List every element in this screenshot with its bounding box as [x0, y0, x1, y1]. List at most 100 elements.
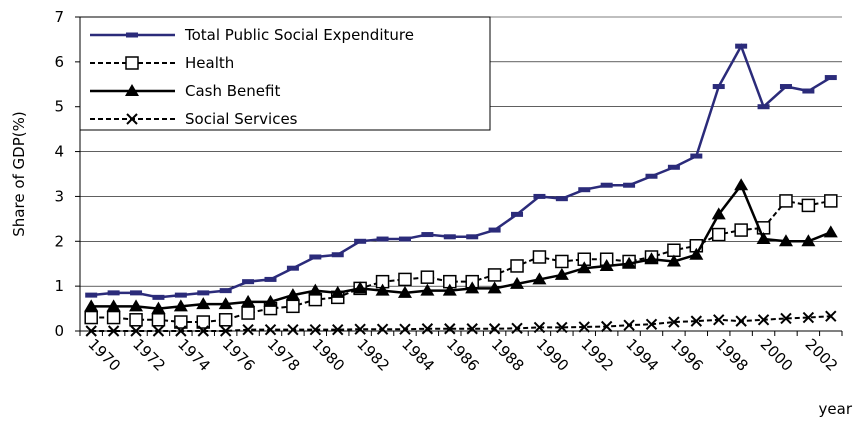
marker — [510, 259, 524, 273]
marker — [129, 313, 143, 327]
x-tick-label: 1988 — [488, 335, 528, 375]
marker — [354, 238, 367, 244]
x-tick-label: 1984 — [398, 335, 438, 375]
marker — [577, 261, 592, 274]
marker — [151, 313, 166, 327]
marker — [599, 258, 614, 271]
marker — [443, 234, 456, 240]
marker — [511, 322, 523, 335]
marker — [779, 84, 792, 90]
x-tick-label: 2002 — [802, 335, 842, 375]
marker — [241, 306, 255, 320]
marker — [106, 299, 121, 312]
marker — [779, 194, 793, 208]
marker — [330, 285, 345, 298]
x-tick-label: 1972 — [129, 335, 169, 375]
legend-label: Total Public Social Expenditure — [184, 26, 414, 44]
marker — [444, 323, 456, 335]
legend-label: Cash Benefit — [185, 82, 280, 100]
x-tick-label: 1996 — [667, 335, 707, 375]
marker — [510, 276, 525, 289]
marker — [242, 323, 254, 336]
marker — [398, 272, 412, 287]
series-line — [91, 199, 831, 324]
marker — [106, 310, 121, 325]
marker — [242, 279, 255, 285]
marker — [667, 164, 680, 170]
marker — [309, 254, 322, 260]
marker — [196, 297, 211, 310]
series-line — [91, 43, 832, 299]
marker — [532, 272, 547, 285]
marker — [126, 113, 138, 125]
marker — [354, 323, 366, 335]
x-tick-label: 1976 — [219, 335, 259, 375]
y-tick-label: 0 — [54, 322, 64, 340]
marker — [241, 294, 256, 307]
x-tick-label: 1992 — [577, 335, 617, 375]
marker — [376, 236, 389, 242]
marker — [600, 320, 613, 333]
marker — [734, 178, 749, 191]
marker — [644, 252, 659, 265]
marker — [107, 325, 120, 337]
marker — [264, 323, 277, 336]
marker — [532, 250, 547, 264]
marker — [802, 311, 815, 324]
marker — [735, 315, 747, 327]
marker — [218, 313, 233, 327]
marker — [801, 234, 816, 247]
marker — [645, 173, 658, 179]
x-tick-label: 1982 — [353, 335, 393, 375]
marker — [555, 196, 568, 202]
x-tick-label: 1986 — [443, 335, 483, 375]
marker — [174, 292, 187, 298]
marker — [287, 323, 299, 336]
marker — [125, 84, 139, 96]
x-tick-label: 1970 — [84, 335, 124, 375]
marker — [218, 297, 233, 310]
marker — [801, 198, 816, 213]
marker — [488, 323, 501, 335]
marker — [778, 234, 793, 247]
marker — [152, 294, 165, 300]
marker — [578, 321, 590, 333]
marker — [711, 207, 726, 220]
marker — [125, 56, 139, 70]
marker — [309, 323, 322, 336]
marker — [84, 310, 98, 325]
marker — [85, 325, 97, 337]
legend-label: Social Services — [185, 110, 298, 128]
marker — [130, 290, 143, 296]
marker — [421, 232, 434, 238]
y-tick-label: 3 — [54, 187, 64, 205]
series-line — [91, 182, 832, 310]
marker — [308, 283, 323, 296]
marker — [126, 32, 138, 38]
marker — [442, 283, 457, 296]
marker — [85, 292, 98, 298]
marker — [264, 276, 277, 282]
y-tick-label: 4 — [54, 143, 64, 161]
x-axis-label: year — [819, 400, 853, 418]
y-tick-label: 2 — [54, 232, 64, 250]
marker — [107, 290, 120, 296]
marker — [151, 301, 166, 314]
marker — [712, 84, 725, 90]
series-line — [91, 315, 831, 332]
marker — [332, 323, 344, 336]
marker — [622, 256, 637, 269]
x-tick-label: 1974 — [174, 335, 214, 375]
marker — [689, 247, 704, 260]
marker — [802, 88, 815, 94]
marker — [667, 243, 681, 258]
marker — [420, 283, 435, 296]
marker — [488, 227, 501, 233]
marker — [555, 254, 569, 269]
marker — [824, 194, 838, 208]
marker — [219, 288, 232, 294]
y-axis-label: Share of GDP(%) — [10, 111, 28, 236]
marker — [286, 299, 300, 314]
marker — [197, 325, 209, 337]
